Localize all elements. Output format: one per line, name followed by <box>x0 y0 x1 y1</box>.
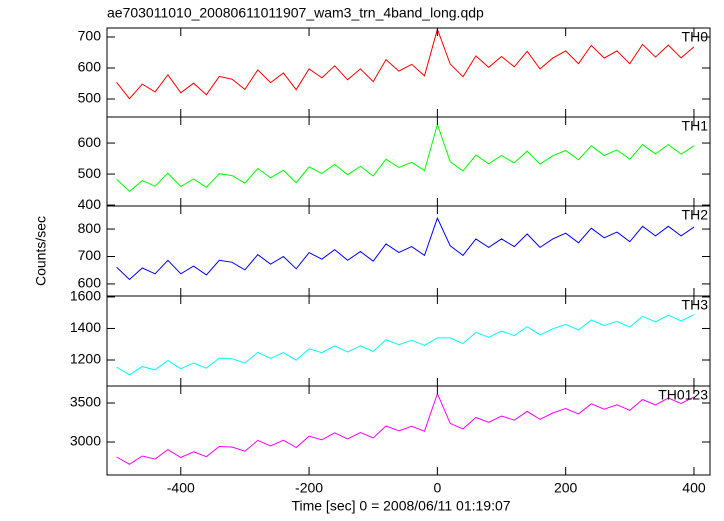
series-label: TH1 <box>682 118 709 134</box>
y-tick-label: 3000 <box>70 433 101 449</box>
y-tick-label: 1400 <box>70 319 101 335</box>
y-tick-label: 500 <box>78 90 102 106</box>
y-tick-label: 600 <box>78 134 102 150</box>
series-label: TH3 <box>682 297 709 313</box>
plot-area <box>116 216 695 281</box>
y-tick-label: 1200 <box>70 351 101 367</box>
x-tick-label: 400 <box>682 480 706 496</box>
x-tick-label: 0 <box>433 480 441 496</box>
y-tick-label: 600 <box>78 275 102 291</box>
plot-area <box>116 314 695 376</box>
series-label: TH0 <box>682 29 709 45</box>
plot-area <box>116 28 695 100</box>
x-tick-label: -400 <box>167 480 195 496</box>
data-line <box>116 314 695 376</box>
y-axis-label: Counts/sec <box>33 216 49 286</box>
frame <box>106 385 711 476</box>
y-tick-label: 1600 <box>70 288 101 304</box>
y-tick-label: 700 <box>78 247 102 263</box>
y-tick-label: 3500 <box>70 394 101 410</box>
y-tick-label: 800 <box>78 220 102 236</box>
x-tick-label: 200 <box>554 480 578 496</box>
data-line <box>116 392 695 465</box>
y-tick-label: 600 <box>78 59 102 75</box>
y-tick-label: 400 <box>78 196 102 212</box>
y-tick-label: 700 <box>78 28 102 44</box>
data-line <box>116 216 695 281</box>
y-tick-label: 500 <box>78 165 102 181</box>
x-axis-label: Time [sec] 0 = 2008/06/11 01:19:07 <box>291 498 510 514</box>
chart-title: ae703011010_20080611011907_wam3_trn_4ban… <box>107 5 484 21</box>
data-line <box>116 122 695 193</box>
series-label: TH2 <box>682 207 709 223</box>
series-label: TH0123 <box>658 387 708 403</box>
data-line <box>116 28 695 100</box>
plot-area <box>116 122 695 193</box>
x-tick-label: -200 <box>295 480 323 496</box>
plot-area <box>116 392 695 465</box>
